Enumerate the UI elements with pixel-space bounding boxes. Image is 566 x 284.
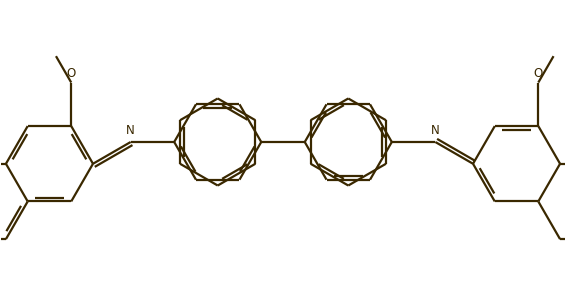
- Text: N: N: [431, 124, 440, 137]
- Text: O: O: [67, 67, 76, 80]
- Text: N: N: [126, 124, 135, 137]
- Text: O: O: [534, 67, 543, 80]
